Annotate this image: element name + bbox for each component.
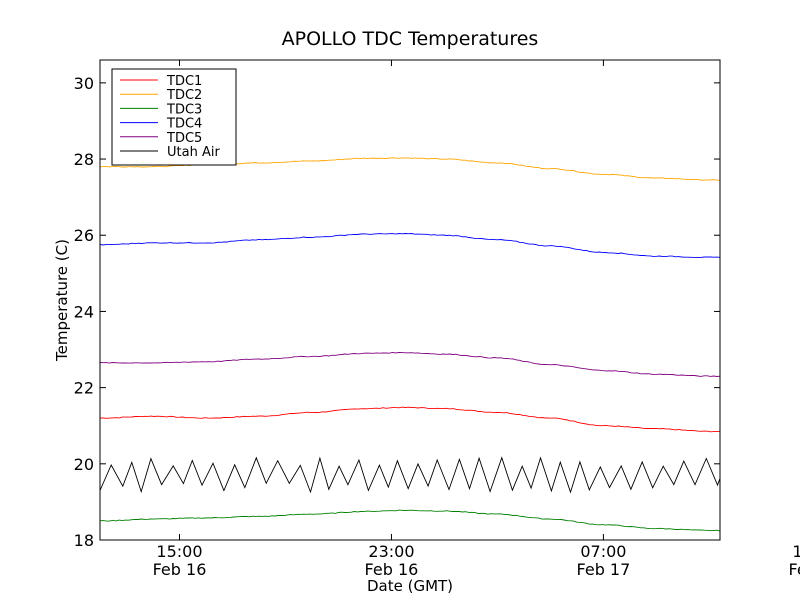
series-layer — [100, 157, 720, 532]
y-axis-label: Temperature (C) — [53, 239, 71, 362]
x-axis-label: Date (GMT) — [367, 577, 453, 595]
x-tick-label-date: Feb 17 — [788, 560, 800, 579]
x-tick-label-date: Feb 17 — [577, 560, 631, 579]
legend-label: TDC3 — [166, 102, 202, 117]
legend-label: Utah Air — [167, 145, 220, 160]
y-tick-label: 26 — [74, 226, 94, 245]
y-tick-label: 28 — [74, 150, 94, 169]
x-tick-label-time: 15:00 — [156, 542, 202, 561]
legend-label: TDC5 — [166, 131, 202, 146]
series-line-tdc1 — [100, 406, 720, 433]
chart-title: APOLLO TDC Temperatures — [282, 28, 539, 50]
series-line-tdc5 — [100, 351, 720, 377]
legend-label: TDC1 — [166, 74, 202, 89]
y-tick-label: 22 — [74, 379, 94, 398]
series-line-tdc4 — [100, 233, 720, 258]
x-tick-label-date: Feb 16 — [153, 560, 207, 579]
legend-box — [111, 68, 237, 166]
legend-label: TDC4 — [166, 117, 202, 132]
x-tick-label-time: 07:00 — [580, 542, 626, 561]
x-tick-label-time: 23:00 — [368, 542, 414, 561]
y-tick-label: 20 — [74, 455, 94, 474]
legend-label: TDC2 — [166, 88, 202, 103]
series-line-tdc2 — [100, 157, 720, 181]
x-tick-label-date: Feb 16 — [365, 560, 419, 579]
series-line-tdc3 — [100, 509, 720, 532]
y-tick-label: 18 — [74, 531, 94, 550]
x-tick-label-time: 15:00 — [792, 542, 800, 561]
series-line-utah-air — [100, 456, 720, 494]
plot-area-frame — [99, 59, 721, 541]
y-tick-label: 24 — [74, 302, 94, 321]
y-tick-label: 30 — [74, 74, 94, 93]
